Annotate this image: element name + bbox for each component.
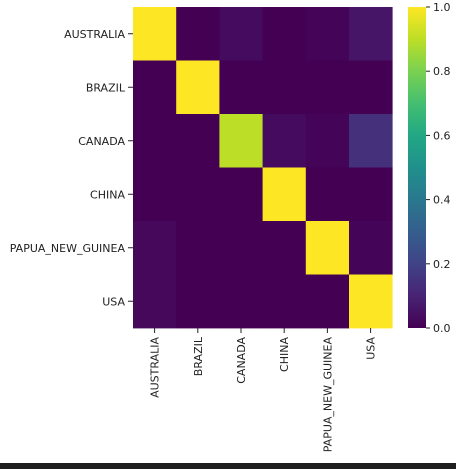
cell-usa-papua-new-guinea bbox=[305, 274, 350, 329]
column-label-canada: CANADA bbox=[235, 337, 248, 384]
row-label-brazil: BRAZIL bbox=[86, 81, 126, 94]
column-label-china: CHINA bbox=[278, 337, 291, 372]
cell-china-australia bbox=[133, 167, 177, 222]
cell-brazil-australia bbox=[133, 60, 177, 115]
colorbar-tick-label: 0.6 bbox=[433, 129, 451, 142]
cell-papua-new-guinea-papua-new-guinea bbox=[305, 221, 350, 275]
cell-australia-papua-new-guinea bbox=[305, 7, 350, 61]
cell-papua-new-guinea-china bbox=[262, 221, 307, 275]
colorbar: 0.0 0.2 0.4 0.6 0.8 1.0 bbox=[408, 1, 451, 335]
column-label-australia: AUSTRALIA bbox=[149, 337, 162, 398]
colorbar-tick-label: 1.0 bbox=[433, 1, 451, 14]
cell-australia-brazil bbox=[176, 7, 220, 61]
cell-china-brazil bbox=[176, 167, 220, 222]
heatmap-cells bbox=[133, 7, 393, 329]
cell-usa-brazil bbox=[176, 274, 220, 329]
cell-brazil-papua-new-guinea bbox=[305, 60, 350, 115]
row-label-canada: CANADA bbox=[78, 135, 125, 148]
bottom-bar bbox=[0, 463, 456, 469]
cell-brazil-canada bbox=[219, 60, 263, 115]
cell-canada-brazil bbox=[176, 114, 220, 168]
colorbar-tick-label: 0.4 bbox=[433, 194, 451, 207]
cell-usa-canada bbox=[219, 274, 263, 329]
column-label-usa: USA bbox=[365, 337, 378, 360]
cell-china-canada bbox=[219, 167, 263, 222]
cell-usa-china bbox=[262, 274, 307, 329]
colorbar-gradient bbox=[408, 7, 426, 328]
cell-china-china bbox=[262, 167, 307, 222]
cell-canada-papua-new-guinea bbox=[305, 114, 350, 168]
cell-china-papua-new-guinea bbox=[305, 167, 350, 222]
cell-canada-china bbox=[262, 114, 307, 168]
column-labels: AUSTRALIA BRAZIL CANADA CHINA PAPUA_NEW_GUIN… bbox=[149, 328, 378, 452]
colorbar-tick-label: 0.8 bbox=[433, 65, 451, 78]
cell-brazil-china bbox=[262, 60, 307, 115]
row-labels: AUSTRALIA BRAZIL CANADA CHINA PAPUA_NEW_GUIN… bbox=[10, 28, 133, 308]
row-label-australia: AUSTRALIA bbox=[64, 28, 125, 41]
cell-papua-new-guinea-australia bbox=[133, 221, 177, 275]
cell-australia-usa bbox=[349, 7, 393, 61]
cell-australia-canada bbox=[219, 7, 263, 61]
column-label-papua-new-guinea: PAPUA_NEW_GUINEA bbox=[321, 337, 334, 453]
cell-canada-usa bbox=[349, 114, 393, 168]
cell-brazil-brazil bbox=[176, 60, 220, 115]
row-label-china: CHINA bbox=[90, 188, 125, 201]
cell-china-usa bbox=[349, 167, 393, 222]
cell-papua-new-guinea-canada bbox=[219, 221, 263, 275]
colorbar-tick-label: 0.0 bbox=[433, 322, 451, 335]
cell-canada-canada bbox=[219, 114, 263, 168]
cell-canada-australia bbox=[133, 114, 177, 168]
cell-usa-usa bbox=[349, 274, 393, 329]
row-label-papua-new-guinea: PAPUA_NEW_GUINEA bbox=[10, 242, 126, 255]
cell-papua-new-guinea-brazil bbox=[176, 221, 220, 275]
cell-australia-china bbox=[262, 7, 307, 61]
cell-australia-australia bbox=[133, 7, 177, 61]
cell-usa-australia bbox=[133, 274, 177, 329]
cell-brazil-usa bbox=[349, 60, 393, 115]
cell-papua-new-guinea-usa bbox=[349, 221, 393, 275]
row-label-usa: USA bbox=[102, 295, 125, 308]
colorbar-tick-label: 0.2 bbox=[433, 258, 451, 271]
column-label-brazil: BRAZIL bbox=[192, 336, 205, 376]
